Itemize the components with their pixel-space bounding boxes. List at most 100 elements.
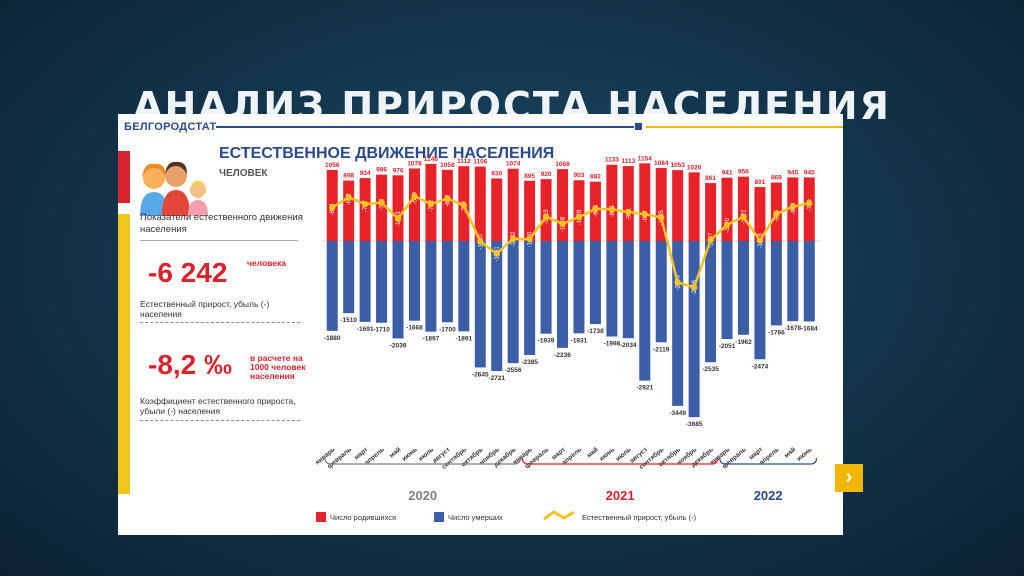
birth-bar xyxy=(622,166,634,241)
chart-unit: ЧЕЛОВЕК xyxy=(219,168,268,179)
death-bar xyxy=(524,241,536,356)
birth-value-label: 869 xyxy=(771,175,782,182)
death-value-label: -1668 xyxy=(406,325,423,332)
chart-canvas: 1056-1880-824898-1510-612934-1691-757986… xyxy=(314,155,822,503)
natural-growth-point xyxy=(460,202,468,209)
rate-caption: Коэффициент естественного прироста, убыл… xyxy=(140,396,296,416)
death-bar xyxy=(655,241,667,343)
death-value-label: -2236 xyxy=(554,352,571,359)
birth-bar xyxy=(573,180,585,241)
birth-bar xyxy=(359,178,371,241)
birth-value-label: 976 xyxy=(393,167,404,174)
death-value-label: -2474 xyxy=(752,363,769,370)
death-bar xyxy=(688,241,700,418)
birth-value-label: 1084 xyxy=(654,160,669,167)
birth-bar xyxy=(672,170,684,241)
birth-value-label: 898 xyxy=(343,173,354,180)
birth-bar xyxy=(524,180,536,241)
death-bar xyxy=(622,241,634,339)
birth-value-label: 934 xyxy=(360,170,371,177)
year-bracket xyxy=(719,457,818,465)
birth-bar xyxy=(606,164,618,241)
legend-swatch-births xyxy=(316,512,326,522)
header-line-gold xyxy=(646,126,843,128)
death-value-label: -1962 xyxy=(735,339,752,346)
natural-growth-point xyxy=(329,204,336,211)
birth-value-label: 1113 xyxy=(621,158,635,165)
natural-growth-line xyxy=(331,194,810,289)
birth-value-label: 1053 xyxy=(670,162,685,169)
death-bar xyxy=(672,241,684,406)
death-value-label: -2385 xyxy=(521,359,538,366)
birth-value-label: 930 xyxy=(491,170,502,177)
birth-value-label: 1154 xyxy=(638,155,652,162)
death-bar xyxy=(606,241,618,337)
natural-growth-unit: человека xyxy=(247,258,286,268)
death-value-label: -1897 xyxy=(423,336,440,343)
birth-value-label: 1056 xyxy=(325,162,340,169)
legend-swatch-natural xyxy=(543,510,575,521)
death-bar xyxy=(721,241,733,340)
natural-growth-point xyxy=(477,238,484,245)
death-bar xyxy=(803,241,815,322)
death-value-label: -1684 xyxy=(801,325,818,332)
year-label: 2021 xyxy=(606,488,635,503)
death-bar xyxy=(737,241,749,335)
birth-bar xyxy=(343,180,355,241)
death-value-label: -1678 xyxy=(785,325,802,332)
natural-growth-point xyxy=(575,213,583,221)
natural-growth-point xyxy=(608,206,616,213)
natural-growth-point xyxy=(806,200,813,207)
death-bar xyxy=(507,241,519,364)
natural-growth-point xyxy=(394,215,402,223)
death-value-label: -2039 xyxy=(390,342,407,349)
birth-value-label: 1020 xyxy=(687,164,702,171)
legend-label-births: Число родившихся xyxy=(330,513,397,522)
natural-growth-point xyxy=(378,199,385,206)
birth-bar xyxy=(474,166,486,241)
death-value-label: -3449 xyxy=(669,410,686,417)
next-slide-button[interactable]: › xyxy=(835,464,863,492)
death-bar xyxy=(491,241,503,372)
birth-bar xyxy=(803,177,815,241)
birth-bar xyxy=(688,172,700,241)
natural-growth-point xyxy=(773,210,780,218)
month-label: июнь xyxy=(796,446,814,463)
birth-bar xyxy=(507,168,519,241)
accent-strip-red xyxy=(118,151,130,203)
birth-value-label: 956 xyxy=(738,169,749,176)
month-label: июнь xyxy=(401,446,419,463)
death-bar xyxy=(787,241,799,322)
indicators-separator xyxy=(140,240,298,241)
birth-value-label: 1068 xyxy=(555,161,570,168)
death-bar xyxy=(343,241,355,314)
death-value-label: -1939 xyxy=(538,338,555,345)
indicators-heading: Показатели естественного движения населе… xyxy=(140,212,303,235)
death-bar xyxy=(573,241,585,334)
death-bar xyxy=(540,241,552,334)
birth-value-label: 941 xyxy=(722,170,733,177)
natural-growth-point xyxy=(559,220,566,228)
natural-growth-point xyxy=(493,250,500,257)
death-bar xyxy=(458,241,470,332)
death-value-label: -2645 xyxy=(472,371,489,378)
birth-bar xyxy=(655,168,667,241)
natural-growth-value: -6 242 xyxy=(148,257,228,288)
chart-title: ЕСТЕСТВЕННОЕ ДВИЖЕНИЕ НАСЕЛЕНИЯ xyxy=(219,145,555,162)
natural-growth-point xyxy=(427,200,435,208)
death-value-label: -2535 xyxy=(702,366,719,373)
death-bar xyxy=(441,241,453,323)
birth-bar xyxy=(737,176,749,241)
death-bar xyxy=(474,241,486,368)
death-value-label: -3685 xyxy=(686,421,703,428)
birth-bar xyxy=(376,174,388,241)
birth-bar xyxy=(639,163,651,241)
birth-bar xyxy=(408,168,420,241)
death-value-label: -1931 xyxy=(571,337,588,344)
header-line-blue xyxy=(216,126,634,128)
death-value-label: -1710 xyxy=(373,327,390,334)
natural-growth-point xyxy=(444,195,451,202)
death-bar xyxy=(705,241,717,363)
birth-value-label: 986 xyxy=(376,167,387,174)
death-value-label: -1998 xyxy=(604,341,621,348)
